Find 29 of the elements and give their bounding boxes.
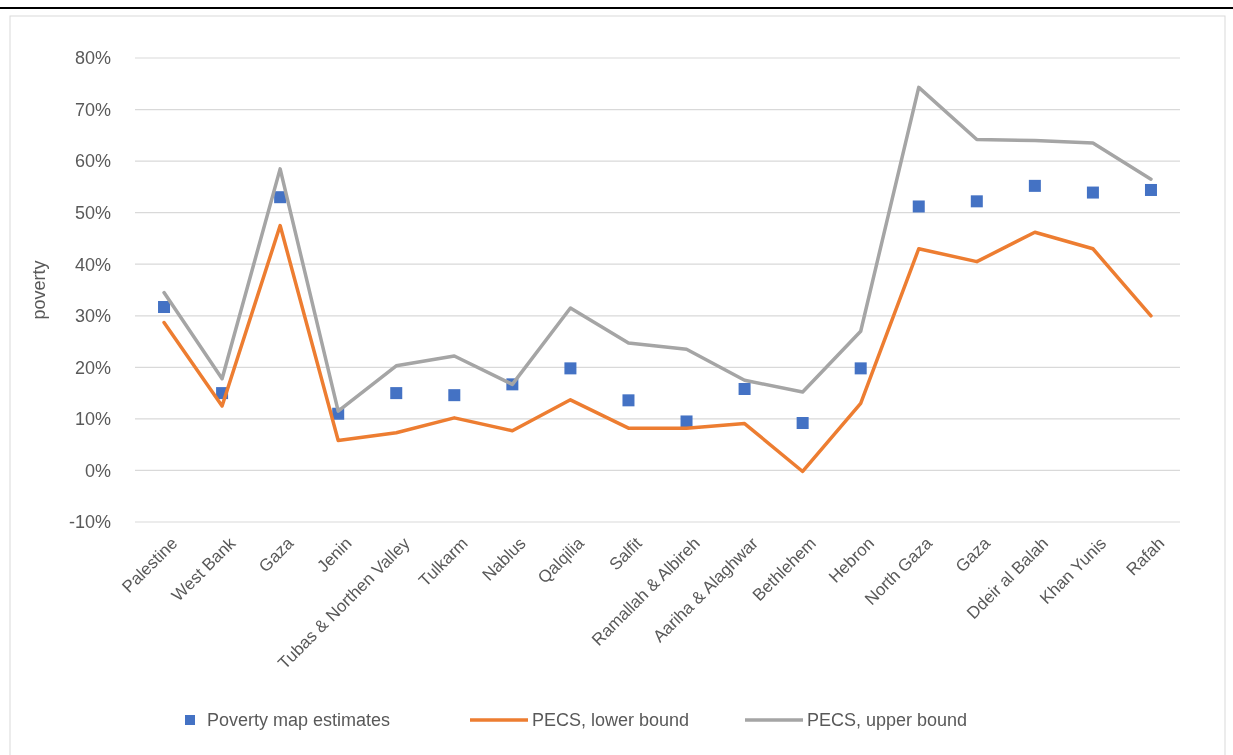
legend-label: PECS, lower bound — [532, 710, 690, 731]
point — [738, 382, 751, 395]
y-tick-label: 40% — [74, 254, 111, 275]
point — [1144, 183, 1157, 196]
y-tick-label: 60% — [74, 151, 111, 172]
point — [1086, 186, 1099, 199]
point — [680, 415, 693, 428]
line-series — [162, 223, 1153, 474]
y-tick-label: 30% — [74, 306, 111, 327]
y-tick-label: 10% — [74, 409, 111, 430]
y-tick-label: 80% — [74, 48, 111, 69]
point — [390, 387, 403, 400]
y-tick-label: 0% — [84, 460, 111, 481]
legend-label: PECS, upper bound — [807, 710, 968, 731]
point — [970, 195, 983, 208]
y-tick-label: 50% — [74, 202, 111, 223]
y-tick-label: 20% — [74, 357, 111, 378]
point — [448, 389, 461, 402]
point — [1028, 179, 1041, 192]
point — [622, 394, 635, 407]
point — [158, 301, 171, 314]
y-axis-title: poverty — [29, 260, 49, 320]
y-tick-label: -10% — [68, 512, 111, 533]
legend-label: Poverty map estimates — [207, 710, 391, 731]
point — [564, 362, 577, 375]
point — [796, 417, 809, 430]
y-tick-label: 70% — [74, 99, 111, 120]
point — [912, 200, 925, 213]
point — [854, 362, 867, 375]
